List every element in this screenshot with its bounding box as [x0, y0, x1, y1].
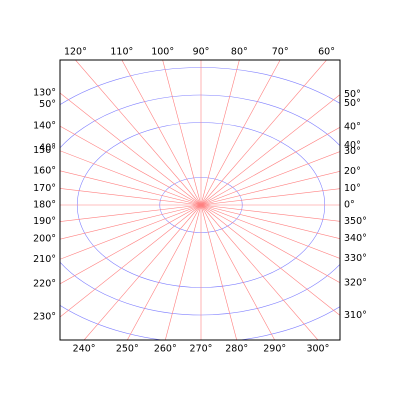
angle-label: 10°	[344, 183, 361, 194]
ray	[60, 204, 202, 285]
ray	[165, 204, 202, 340]
angle-label: 150°	[33, 145, 56, 156]
ray	[200, 60, 281, 206]
angle-label: 240°	[73, 344, 96, 355]
angle-label: 30°	[344, 146, 361, 157]
angle-label: 120°	[64, 47, 87, 58]
ray	[200, 94, 340, 206]
angle-label: 110°	[110, 47, 133, 58]
angle-label: 80°	[231, 47, 248, 58]
angle-label: 100°	[151, 47, 174, 58]
ray	[200, 204, 340, 259]
angle-label: 130°	[33, 87, 56, 98]
ray	[200, 60, 327, 206]
angle-label: 200°	[33, 234, 56, 245]
angle-label: 220°	[33, 278, 56, 289]
angle-label: 270°	[190, 344, 213, 355]
ray	[60, 150, 202, 206]
angle-label: 60°	[318, 47, 335, 58]
ray	[200, 204, 275, 340]
plot-area	[60, 60, 340, 340]
ray	[200, 151, 340, 206]
ray	[60, 204, 202, 240]
ring-label: 50°	[344, 98, 361, 109]
ray	[60, 170, 202, 206]
ray	[60, 125, 202, 206]
angle-label: 250°	[116, 344, 139, 355]
angle-label: 70°	[272, 47, 289, 58]
ray	[200, 204, 340, 316]
angle-label: 230°	[33, 312, 56, 323]
angle-label: 260°	[154, 344, 177, 355]
ray	[121, 60, 202, 206]
angle-label: 340°	[344, 233, 367, 244]
angle-label: 0°	[344, 200, 355, 211]
angle-label: 350°	[344, 216, 367, 227]
ray	[200, 204, 340, 240]
ray	[60, 204, 202, 222]
angle-label: 310°	[344, 310, 367, 321]
angle-label: 90°	[193, 47, 210, 58]
ray	[60, 188, 202, 206]
ray	[127, 204, 202, 340]
ray	[200, 204, 319, 340]
ray	[200, 188, 340, 206]
ray	[200, 126, 340, 206]
angle-label: 210°	[33, 254, 56, 265]
angle-label: 160°	[33, 165, 56, 176]
angle-label: 280°	[225, 344, 248, 355]
ray	[162, 60, 202, 206]
axes-frame	[59, 59, 341, 341]
ray	[60, 204, 202, 318]
angle-label: 50°	[344, 89, 361, 100]
ring-label: 40°	[344, 140, 361, 151]
ring-label: 50°	[39, 99, 56, 110]
ring-label: 40°	[39, 142, 56, 153]
angle-label: 320°	[344, 277, 367, 288]
ray	[200, 204, 340, 222]
ray	[200, 60, 240, 206]
angle-label: 20°	[344, 166, 361, 177]
ray	[200, 204, 340, 284]
ray	[200, 170, 340, 206]
ray	[60, 204, 202, 260]
angle-label: 300°	[306, 344, 329, 355]
angle-label: 330°	[344, 253, 367, 264]
ray	[60, 92, 202, 206]
angle-label: 170°	[33, 183, 56, 194]
angle-label: 290°	[263, 344, 286, 355]
angle-label: 180°	[33, 200, 56, 211]
angle-label: 140°	[33, 121, 56, 132]
angle-label: 40°	[344, 122, 361, 133]
ray	[83, 204, 202, 340]
ray	[75, 60, 202, 206]
ray	[200, 204, 237, 340]
angle-label: 190°	[33, 216, 56, 227]
